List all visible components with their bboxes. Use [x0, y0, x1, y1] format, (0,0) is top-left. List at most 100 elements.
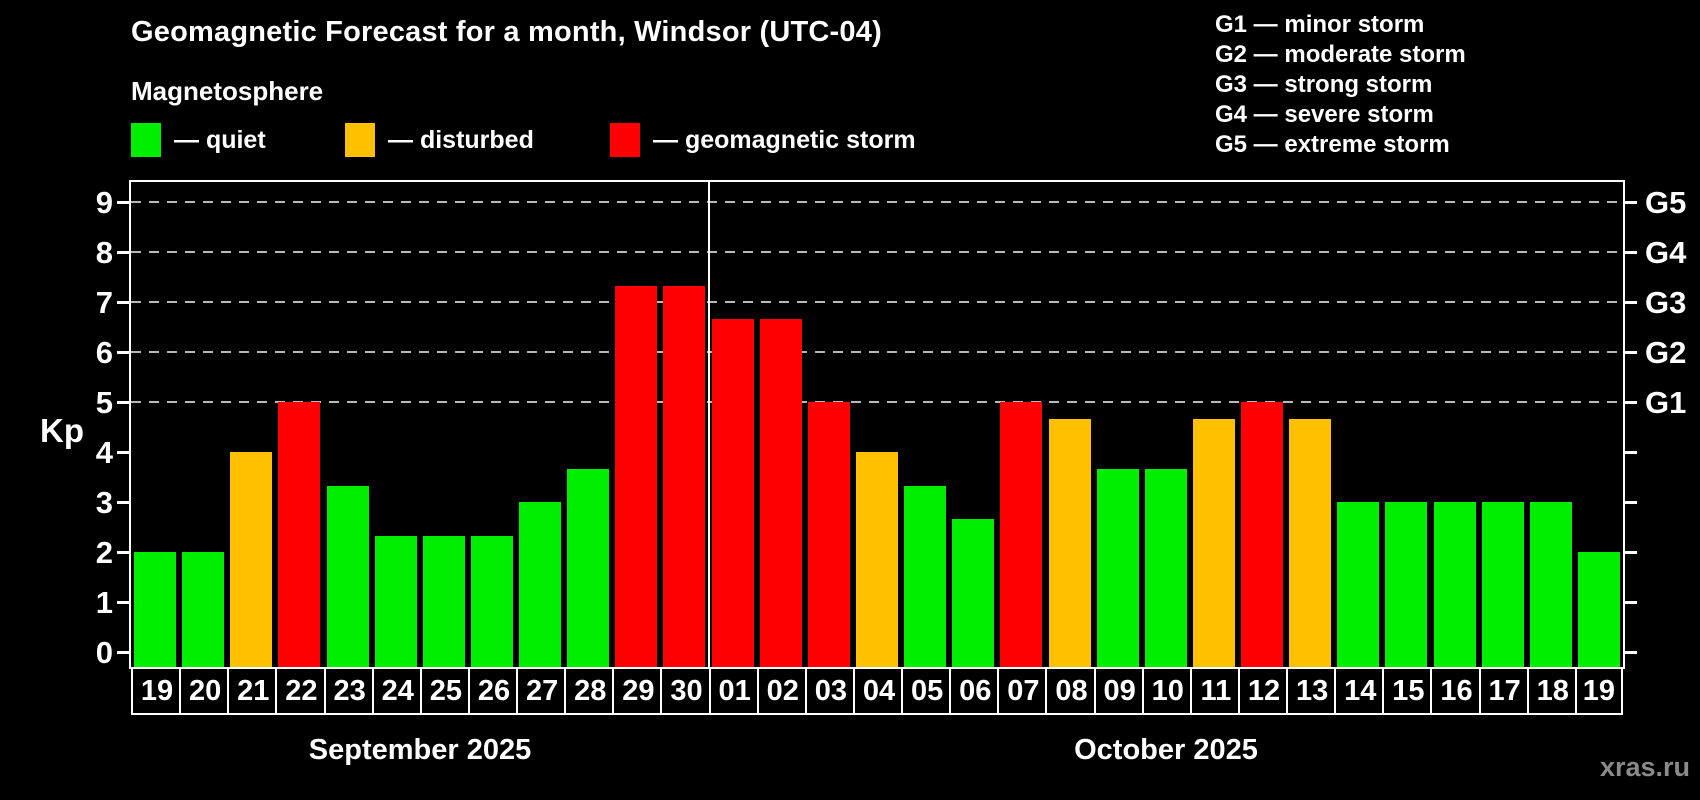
month-label-october: October 2025 [1074, 734, 1258, 766]
kp-bar [904, 485, 947, 667]
quiet-color-swatch [131, 123, 161, 157]
kp-bar [807, 402, 850, 667]
y-axis-tick [117, 451, 129, 454]
y-axis-title: Kp [40, 412, 84, 449]
kp-bar [1481, 502, 1524, 667]
kp-bar [1048, 418, 1091, 667]
day-label-cell: 20 [179, 669, 230, 715]
kp-bar [711, 318, 754, 667]
y-axis-tick-label: 3 [95, 485, 113, 520]
y-axis-tick-label: 7 [95, 285, 113, 320]
gridline [131, 251, 1623, 253]
kp-bar [1144, 468, 1187, 667]
g-axis-tick [1625, 551, 1637, 554]
kp-bar [615, 285, 658, 667]
g-axis-tick [1625, 601, 1637, 604]
day-label-cell: 03 [804, 669, 855, 715]
day-label-cell: 29 [612, 669, 663, 715]
y-axis-tick [117, 351, 129, 354]
kp-bar [1577, 552, 1620, 667]
kp-bar [759, 318, 802, 667]
day-label-cell: 10 [1141, 669, 1192, 715]
day-label-cell: 15 [1382, 669, 1433, 715]
kp-bar [519, 502, 562, 667]
day-label-cell: 17 [1478, 669, 1529, 715]
day-label-cell: 01 [708, 669, 759, 715]
kp-bar [278, 402, 321, 667]
legend-item-label: — geomagnetic storm [653, 125, 916, 154]
g-axis-tick [1625, 201, 1637, 204]
gridline [131, 401, 1623, 403]
day-label-cell: 27 [516, 669, 567, 715]
day-label-cell: 28 [564, 669, 615, 715]
g-axis-label: G2 [1645, 335, 1687, 370]
day-label-cell: 30 [660, 669, 711, 715]
month-label-september: September 2025 [308, 734, 532, 766]
day-label-cell: 04 [852, 669, 904, 715]
kp-bar [1385, 502, 1428, 667]
legend-item-storm: — geomagnetic storm [610, 122, 916, 158]
kp-bar [470, 535, 513, 667]
g-legend-item-g1: G1 — minor storm [1215, 11, 1425, 38]
day-label-cell: 02 [756, 669, 807, 715]
gridline [131, 351, 1623, 353]
g-axis-label: G3 [1645, 285, 1687, 320]
magnetosphere-label: Magnetosphere [131, 76, 324, 106]
disturbed-color-swatch [345, 123, 375, 157]
y-axis-tick [117, 601, 129, 604]
day-label-cell: 19 [1574, 669, 1623, 715]
kp-bar [326, 485, 369, 667]
y-axis-tick [117, 301, 129, 304]
g-scale-legend: G1 — minor storm G2 — moderate storm G3 … [1215, 10, 1466, 160]
y-axis-tick-label: 0 [95, 635, 113, 670]
day-label-cell: 26 [467, 669, 519, 715]
day-label-cell: 09 [1093, 669, 1144, 715]
kp-bar [567, 468, 610, 667]
kp-bar [422, 535, 465, 667]
kp-bar [1289, 418, 1332, 667]
day-axis-row: 19 20 21 22 23 24 25 26 27 28 29 30 01 02 03 04 05 06 07 08… [131, 669, 1623, 715]
kp-bar [1529, 502, 1572, 667]
day-label-cell: 06 [949, 669, 1000, 715]
g-legend-item-g5: G5 — extreme storm [1215, 131, 1450, 158]
g-axis-label: G4 [1645, 235, 1687, 270]
day-label-cell: 22 [275, 669, 326, 715]
y-axis-tick [117, 551, 129, 554]
day-label-cell: 13 [1286, 669, 1337, 715]
kp-bar [1192, 418, 1235, 667]
y-axis-tick [117, 251, 129, 254]
y-axis-tick-label: 6 [95, 335, 113, 370]
day-label-cell: 24 [371, 669, 422, 715]
legend-item-quiet: — quiet [131, 122, 266, 158]
g-legend-item-g3: G3 — strong storm [1215, 71, 1433, 98]
kp-bar [1433, 502, 1476, 667]
y-axis-tick-label: 9 [95, 185, 113, 220]
day-label-cell: 19 [131, 669, 182, 715]
kp-bar [134, 552, 177, 667]
storm-color-swatch [610, 123, 640, 157]
day-label-cell: 08 [1045, 669, 1096, 715]
y-axis-tick [117, 651, 129, 654]
y-axis-tick-label: 2 [95, 535, 113, 570]
kp-bar [856, 452, 898, 667]
kp-bar [1241, 402, 1284, 667]
g-axis-tick [1625, 501, 1637, 504]
y-axis-tick-label: 1 [95, 585, 113, 620]
day-label-cell: 16 [1430, 669, 1481, 715]
plot-area [129, 180, 1625, 669]
g-axis-label: G5 [1645, 185, 1687, 220]
legend-item-disturbed: — disturbed [345, 122, 534, 158]
kp-bar [182, 552, 225, 667]
y-axis-tick [117, 501, 129, 504]
kp-bar [663, 285, 706, 667]
g-axis-tick [1625, 351, 1637, 354]
y-axis-tick [117, 401, 129, 404]
g-legend-item-g2: G2 — moderate storm [1215, 41, 1466, 68]
day-label-cell: 23 [323, 669, 374, 715]
month-separator-line [707, 182, 710, 667]
g-axis-tick [1625, 301, 1637, 304]
day-label-cell: 18 [1526, 669, 1577, 715]
watermark: xras.ru [1599, 752, 1690, 782]
g-legend-item-g4: G4 — severe storm [1215, 101, 1434, 128]
